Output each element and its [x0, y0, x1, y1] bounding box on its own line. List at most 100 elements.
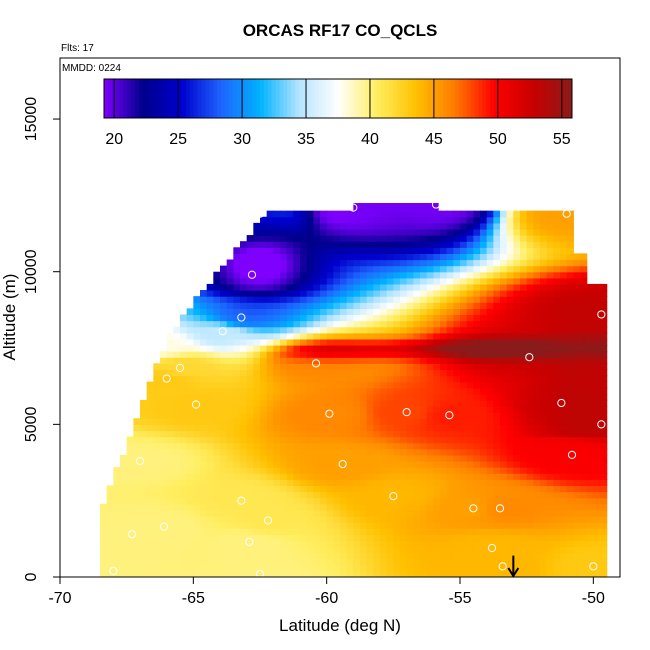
heatmap-cell	[380, 552, 388, 560]
heatmap-cell	[513, 210, 521, 218]
heatmap-cell	[466, 412, 474, 419]
heatmap-cell	[480, 497, 488, 505]
heatmap-cell	[486, 344, 494, 352]
heatmap-cell	[473, 430, 481, 438]
heatmap-cell	[546, 296, 554, 303]
heatmap-cell	[273, 326, 281, 334]
heatmap-cell	[473, 357, 481, 364]
heatmap-cell	[386, 308, 394, 316]
heatmap-cell	[500, 558, 508, 566]
heatmap-cell	[220, 277, 228, 285]
heatmap-cell	[426, 277, 434, 285]
heatmap-cell	[166, 467, 174, 474]
heatmap-cell	[520, 515, 528, 523]
heatmap-cell	[280, 302, 288, 309]
heatmap-cell	[340, 442, 348, 450]
heatmap-cell	[293, 552, 301, 560]
heatmap-cell	[333, 558, 341, 566]
heatmap-cell	[300, 436, 308, 444]
heatmap-cell	[386, 265, 394, 273]
heatmap-cell	[146, 424, 154, 432]
heatmap-cell	[226, 277, 234, 285]
heatmap-cell	[220, 265, 228, 273]
heatmap-cell	[333, 222, 341, 230]
heatmap-cell	[573, 320, 581, 328]
heatmap-cell	[213, 271, 221, 279]
heatmap-cell	[186, 332, 194, 340]
heatmap-cell	[313, 344, 321, 352]
heatmap-cell	[506, 406, 514, 413]
heatmap-cell	[133, 528, 141, 535]
heatmap-cell	[153, 424, 161, 432]
heatmap-cell	[120, 509, 128, 517]
heatmap-cell	[493, 436, 501, 444]
heatmap-cell	[480, 479, 488, 487]
heatmap-cell	[313, 283, 321, 291]
heatmap-cell	[506, 228, 514, 236]
heatmap-cell	[493, 497, 501, 505]
heatmap-cell	[240, 247, 248, 254]
heatmap-cell	[293, 247, 301, 254]
heatmap-cell	[253, 558, 261, 566]
heatmap-cell	[326, 277, 334, 285]
observation-point	[237, 313, 246, 322]
heatmap-cell	[340, 351, 348, 358]
heatmap-cell	[446, 412, 454, 419]
heatmap-cell	[520, 338, 528, 346]
heatmap-cell	[473, 509, 481, 517]
heatmap-cell	[293, 351, 301, 358]
heatmap-cell	[566, 222, 574, 230]
heatmap-cell	[413, 216, 421, 224]
colorbar-swatch	[302, 79, 308, 118]
heatmap-cell	[473, 338, 481, 346]
heatmap-cell	[486, 326, 494, 334]
heatmap-cell	[300, 216, 308, 224]
heatmap-cell	[353, 344, 361, 352]
heatmap-cell	[526, 412, 534, 419]
heatmap-cell	[186, 497, 194, 505]
heatmap-cell	[226, 412, 234, 419]
heatmap-cell	[273, 540, 281, 548]
heatmap-cell	[333, 552, 341, 560]
heatmap-cell	[593, 528, 601, 535]
heatmap-cell	[326, 381, 334, 389]
heatmap-cell	[553, 228, 561, 236]
heatmap-cell	[200, 467, 208, 474]
heatmap-cell	[386, 418, 394, 425]
heatmap-cell	[453, 375, 461, 383]
heatmap-cell	[420, 283, 428, 291]
heatmap-cell	[300, 302, 308, 309]
heatmap-cell	[120, 515, 128, 523]
heatmap-cell	[353, 296, 361, 303]
heatmap-cell	[466, 247, 474, 254]
heatmap-cell	[480, 412, 488, 419]
heatmap-cell	[360, 430, 368, 438]
heatmap-cell	[406, 509, 414, 517]
heatmap-cell	[593, 283, 601, 291]
heatmap-cell	[600, 491, 608, 499]
heatmap-cell	[553, 485, 561, 493]
heatmap-cell	[560, 515, 568, 523]
heatmap-cell	[593, 473, 601, 480]
heatmap-cell	[546, 387, 554, 395]
heatmap-cell	[280, 363, 288, 370]
heatmap-cell	[460, 552, 468, 560]
heatmap-cell	[386, 399, 394, 407]
heatmap-cell	[333, 546, 341, 554]
heatmap-cell	[280, 314, 288, 322]
heatmap-cell	[293, 308, 301, 316]
heatmap-cell	[413, 399, 421, 407]
heatmap-cell	[366, 485, 374, 493]
heatmap-cell	[553, 241, 561, 248]
heatmap-cell	[380, 491, 388, 499]
heatmap-cell	[213, 528, 221, 535]
heatmap-cell	[260, 308, 268, 316]
heatmap-cell	[400, 460, 408, 468]
heatmap-cell	[346, 351, 354, 358]
heatmap-cell	[340, 259, 348, 267]
colorbar-swatch	[279, 79, 284, 118]
heatmap-cell	[600, 344, 608, 352]
heatmap-cell	[200, 515, 208, 523]
heatmap-cell	[466, 216, 474, 224]
